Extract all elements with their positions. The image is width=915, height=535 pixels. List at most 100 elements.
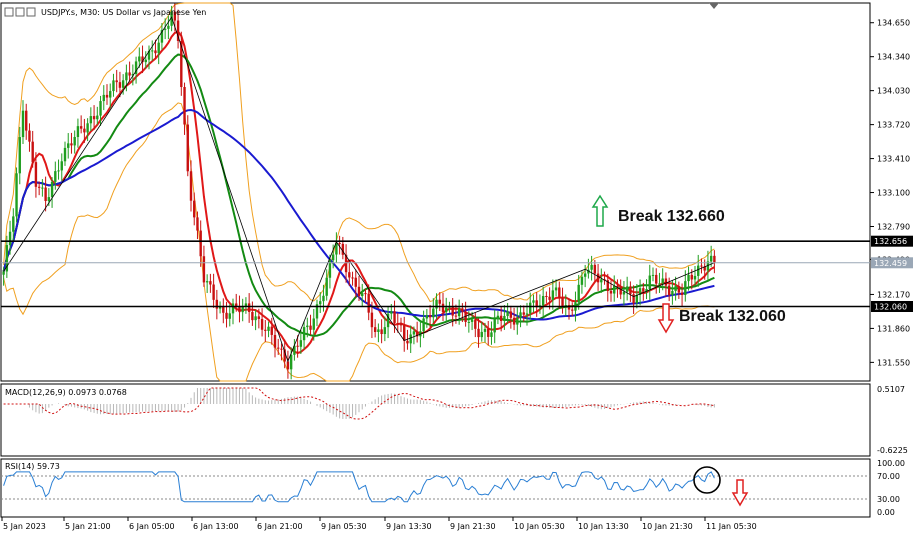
bollinger-upper (3, 2, 715, 303)
price-tick-label: 133.410 (877, 155, 910, 164)
candle-body (441, 303, 445, 313)
time-tick-label: 10 Jan 05:30 (514, 522, 565, 531)
candle-body (529, 302, 532, 314)
candle-body (183, 87, 186, 125)
candle-body (506, 311, 509, 317)
candle-body (474, 319, 477, 329)
candle-body (709, 255, 713, 262)
candle-body (247, 303, 251, 312)
collapse-triangle-icon[interactable] (709, 3, 719, 9)
candle-body (115, 80, 118, 83)
candle-body (548, 296, 551, 300)
svg-text:132.060: 132.060 (874, 302, 907, 311)
candle-body (112, 80, 115, 92)
candle-body (651, 274, 655, 276)
candle-body (703, 266, 706, 271)
badge-current: 132.459 (871, 257, 913, 269)
candle-body (199, 230, 202, 257)
zigzag-line (3, 16, 715, 363)
candle-body (325, 277, 328, 296)
candle-body (383, 327, 387, 335)
price-tick-label: 132.790 (877, 223, 910, 232)
candle-body (409, 334, 412, 344)
candle-body (519, 312, 522, 318)
candle-body (635, 294, 639, 304)
candle-body (138, 56, 141, 62)
chart-icon-1[interactable] (4, 7, 14, 17)
candle-body (432, 308, 435, 318)
candle-body (684, 281, 687, 296)
candle-body (176, 20, 180, 41)
candle-body (102, 94, 105, 102)
badge-level-low: 132.060 (871, 300, 913, 312)
candle-body (664, 278, 668, 286)
candle-body (306, 325, 309, 328)
candle-body (8, 231, 12, 246)
candle-body (403, 325, 406, 341)
candle-body (167, 25, 170, 29)
candle-body (218, 306, 222, 309)
candle-body (706, 261, 710, 271)
candle-body (215, 299, 219, 309)
macd-signal-line (3, 387, 715, 420)
price-tick-label: 134.030 (877, 87, 910, 96)
candle-body (390, 311, 393, 314)
price-tick-label: 133.720 (877, 121, 910, 130)
candle-body (235, 303, 238, 307)
time-tick-label: 10 Jan 21:30 (642, 522, 693, 531)
price-tick-label: 132.170 (877, 290, 910, 299)
candle-body (551, 290, 555, 300)
candle-body (131, 73, 135, 76)
candle-body (289, 354, 293, 370)
candle-body (632, 294, 635, 304)
candle-body (667, 285, 671, 295)
candle-body (477, 328, 480, 338)
candle-body (70, 143, 73, 146)
candle-body (438, 299, 441, 304)
candle-body (99, 101, 102, 116)
candle-body (619, 287, 622, 295)
chart-icon-3[interactable] (26, 7, 36, 17)
symbol-icons[interactable] (4, 7, 36, 17)
candle-body (351, 277, 354, 279)
candle-body (47, 197, 51, 201)
candle-body (435, 299, 438, 309)
candle-body (267, 326, 270, 331)
candle-body (312, 318, 315, 330)
time-tick-label: 9 Jan 05:30 (321, 522, 367, 531)
candle-body (522, 312, 525, 315)
macd-panel (0, 383, 871, 457)
candle-body (63, 147, 67, 162)
rsi-down-arrow-icon (731, 479, 749, 507)
candle-body (170, 11, 173, 26)
candle-body (322, 295, 325, 302)
candle-body (590, 264, 593, 270)
candle-body (2, 271, 5, 275)
candle-body (545, 296, 548, 298)
candle-body (173, 11, 177, 21)
candle-body (464, 311, 467, 322)
candle-body (700, 265, 703, 267)
break-down-label: Break 132.060 (679, 308, 786, 325)
candle-body (386, 313, 390, 328)
candle-body (348, 272, 351, 278)
candle-body (516, 317, 519, 325)
candle-body (499, 315, 503, 322)
candle-body (364, 293, 367, 295)
candle-body (180, 40, 183, 88)
trend-lines (3, 16, 715, 363)
candle-body (283, 349, 286, 362)
candle-body (380, 329, 383, 335)
candle-body (412, 331, 416, 335)
candle-body (606, 280, 609, 291)
time-tick-label: 6 Jan 05:00 (129, 522, 175, 531)
rsi-line (3, 471, 715, 503)
chart-icon-2[interactable] (15, 7, 25, 17)
candle-body (622, 291, 626, 295)
time-tick-label: 5 Jan 2023 (3, 522, 46, 531)
time-tick-label: 9 Jan 13:30 (386, 522, 432, 531)
candle-body (28, 130, 31, 142)
candle-body (309, 325, 312, 330)
candle-body (293, 345, 296, 355)
